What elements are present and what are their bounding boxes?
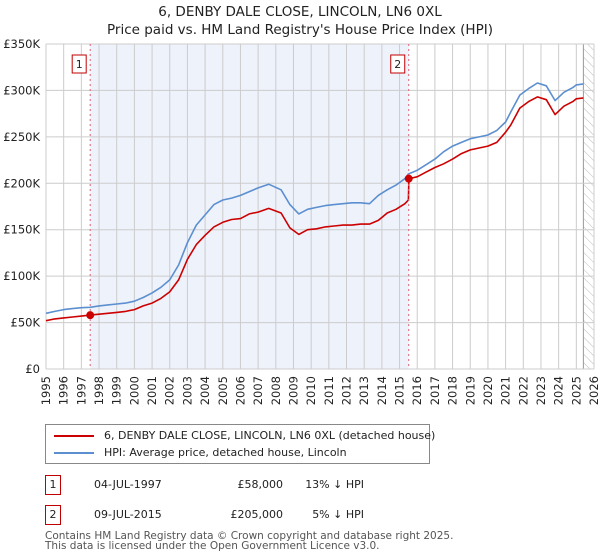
y-tick-label: £350K: [3, 37, 40, 51]
sale-marker-box: [390, 54, 406, 74]
property-price-line: [45, 96, 584, 322]
x-tick-label: 2000: [127, 376, 141, 405]
y-tick-label: £100K: [3, 269, 40, 283]
sale-date: 09-JUL-2015: [94, 508, 162, 521]
chart-title: 6, DENBY DALE CLOSE, LINCOLN, LN6 0XL Pr…: [0, 3, 600, 39]
x-tick-label: 2012: [340, 376, 354, 405]
y-tick-label: £0: [25, 362, 40, 376]
hpi-line: [45, 82, 584, 315]
x-tick-label: 2010: [304, 376, 318, 405]
sale-marker-label: 1: [76, 58, 83, 71]
y-tick-label: £200K: [3, 176, 40, 190]
x-tick-label: 1998: [92, 376, 106, 405]
shaded-ownership-region: [90, 44, 409, 369]
sale-hpi-diff: 5% ↓ HPI: [312, 508, 364, 521]
x-tick-label: 2017: [428, 376, 442, 405]
x-tick-label: 2014: [375, 376, 389, 405]
sale-price: £205,000: [230, 508, 284, 521]
x-tick-label: 2004: [198, 376, 212, 405]
sale-point: [404, 174, 413, 183]
x-tick-label: 2026: [587, 376, 600, 405]
x-tick-label: 2024: [552, 376, 566, 405]
legend: 6, DENBY DALE CLOSE, LINCOLN, LN6 0XL (d…: [45, 424, 435, 464]
sale-point: [86, 311, 95, 320]
x-tick-label: 2005: [216, 376, 230, 405]
sale-number-badge: 2: [45, 505, 61, 525]
x-tick-label: 1995: [39, 376, 53, 405]
chart-title-line2: Price paid vs. HM Land Registry's House …: [107, 22, 493, 38]
sale-row: 2 09-JUL-2015 £205,000 5% ↓ HPI: [45, 505, 445, 525]
x-tick-label: 2001: [145, 376, 159, 405]
sale-date: 04-JUL-1997: [94, 478, 162, 491]
x-tick-label: 2021: [499, 376, 513, 405]
y-tick-label: £250K: [3, 130, 40, 144]
sale-marker-badge: 1: [71, 54, 87, 74]
x-tick-label: 2011: [322, 376, 336, 405]
price-chart: 1995 1996 1997 1998 1999 2000 2001 2002 2003 2004…: [3, 37, 600, 405]
hatched-forecast-region: [583, 44, 594, 369]
x-tick-label: 2016: [410, 376, 424, 405]
sale-row: 1 04-JUL-1997 £58,000 13% ↓ HPI: [45, 475, 445, 495]
sale-marker-label: 2: [394, 58, 401, 71]
y-tick-label: £300K: [3, 83, 40, 97]
chart-title-line1: 6, DENBY DALE CLOSE, LINCOLN, LN6 0XL: [158, 4, 442, 20]
legend-swatch-property: [54, 435, 94, 437]
x-tick-label: 2022: [516, 376, 530, 405]
footer-line2: This data is licensed under the Open Gov…: [45, 540, 380, 552]
x-tick-label: 2007: [251, 376, 265, 405]
attribution-footer: Contains HM Land Registry data © Crown c…: [45, 530, 454, 552]
legend-swatch-hpi: [54, 452, 94, 454]
sale-number-badge: 1: [45, 475, 61, 495]
x-tick-label: 1997: [74, 376, 88, 405]
legend-label-property: 6, DENBY DALE CLOSE, LINCOLN, LN6 0XL (d…: [104, 429, 436, 442]
footer-line1: Contains HM Land Registry data © Crown c…: [45, 530, 454, 542]
x-tick-label: 2006: [233, 376, 247, 405]
x-tick-label: 2023: [534, 376, 548, 405]
x-tick-label: 2008: [269, 376, 283, 405]
x-tick-label: 2019: [463, 376, 477, 405]
x-tick-label: 2020: [481, 376, 495, 405]
sale-hpi-diff: 13% ↓ HPI: [305, 478, 364, 491]
sale-price: £58,000: [237, 478, 284, 491]
x-tick-label: 2002: [163, 376, 177, 405]
x-tick-label: 2025: [569, 376, 583, 405]
sale-marker-badge: 2: [390, 54, 406, 74]
x-tick-label: 2018: [446, 376, 460, 405]
sale-marker-box: [71, 54, 87, 74]
y-tick-label: £150K: [3, 223, 40, 237]
y-tick-label: £50K: [11, 316, 41, 330]
x-tick-label: 2015: [393, 376, 407, 405]
x-tick-label: 2013: [357, 376, 371, 405]
x-tick-label: 2009: [286, 376, 300, 405]
x-tick-label: 2003: [180, 376, 194, 405]
x-tick-label: 1999: [110, 376, 124, 405]
legend-label-hpi: HPI: Average price, detached house, Linc…: [104, 446, 347, 459]
x-tick-label: 1996: [57, 376, 71, 405]
